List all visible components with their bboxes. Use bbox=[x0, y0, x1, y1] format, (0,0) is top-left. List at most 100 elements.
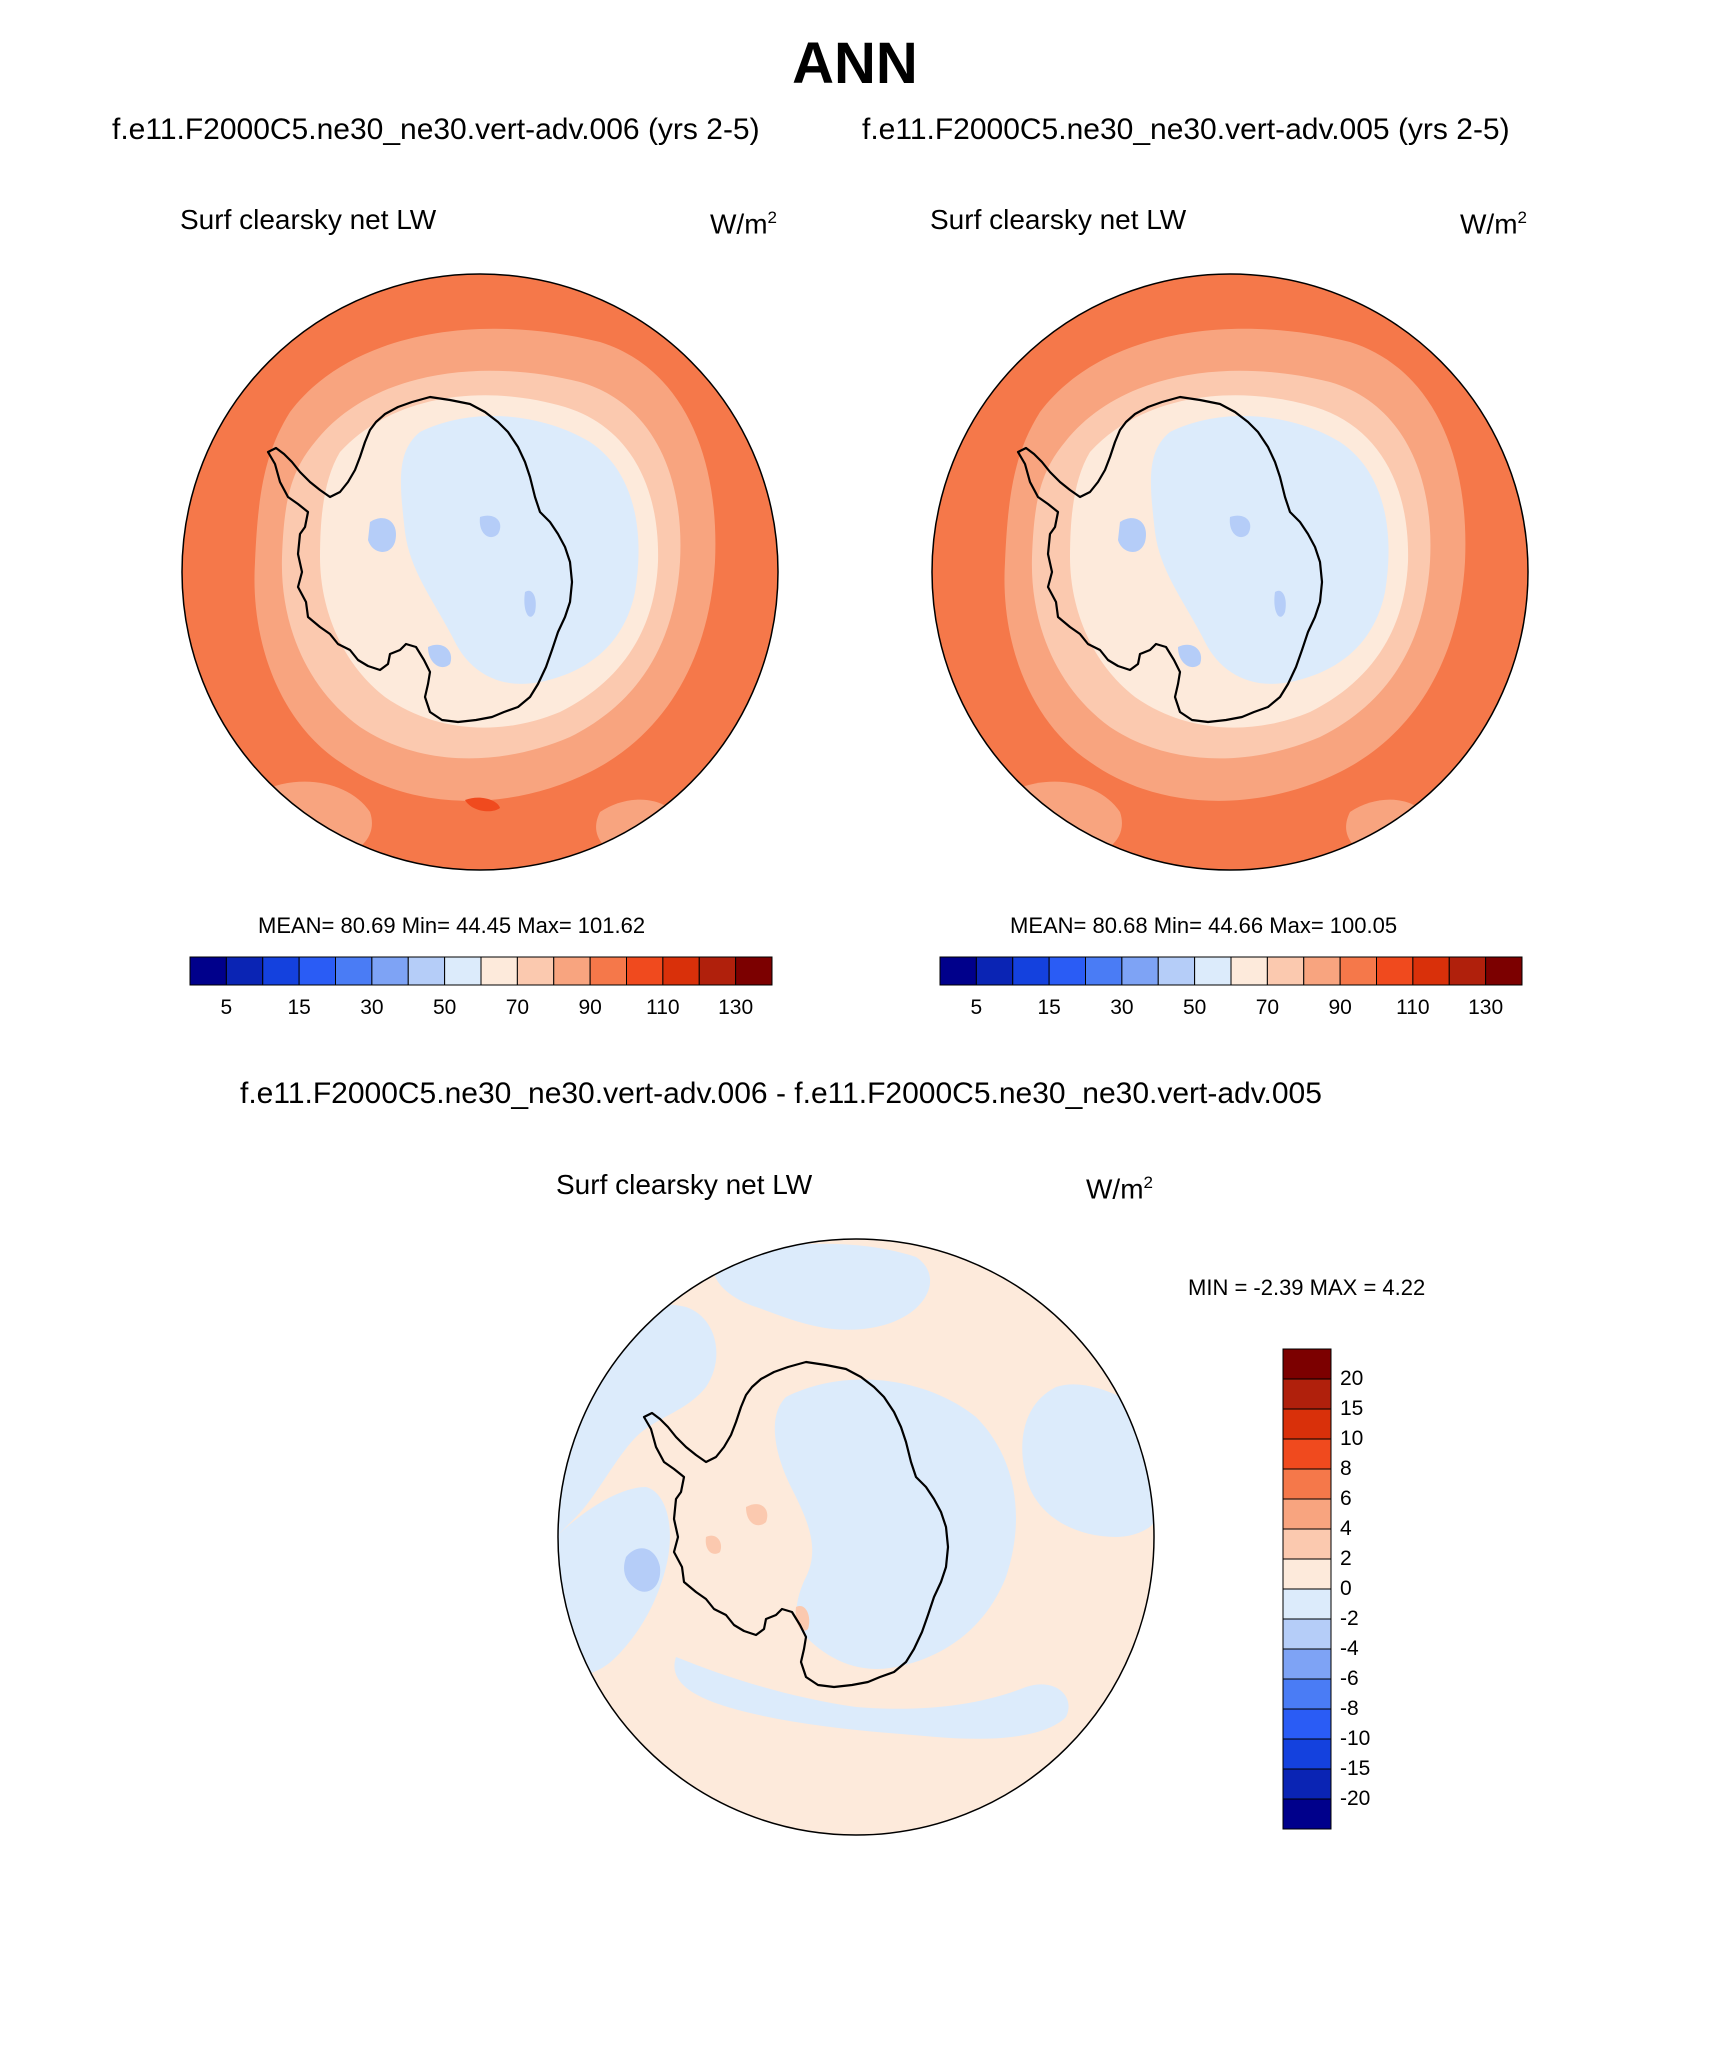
colorbar-swatch bbox=[939, 956, 977, 986]
colorbar-tick-label: 50 bbox=[1182, 996, 1207, 1019]
colorbar-swatch bbox=[1282, 1798, 1332, 1830]
low-50-patch-4 bbox=[428, 644, 452, 668]
colorbar-swatch bbox=[516, 956, 555, 986]
colorbar-tick-label: 8 bbox=[1340, 1457, 1352, 1480]
low-50-patch-3 bbox=[1274, 590, 1286, 617]
colorbar-tick-label: -8 bbox=[1340, 1697, 1359, 1720]
interior-60-contour bbox=[400, 415, 639, 684]
interior-60-contour bbox=[1150, 415, 1389, 684]
colorbar-swatch bbox=[1282, 1588, 1332, 1620]
colorbar-swatch bbox=[407, 956, 446, 986]
colorbar-swatch bbox=[1282, 1498, 1332, 1530]
colorbar-tick-label: -4 bbox=[1340, 1637, 1359, 1660]
colorbar-swatch bbox=[1266, 956, 1305, 986]
antarctica-coastline bbox=[266, 395, 574, 724]
difference-polar-map bbox=[557, 1238, 1155, 1836]
negative-region-north bbox=[713, 1243, 931, 1330]
colorbar-swatch bbox=[189, 956, 227, 986]
colorbar-swatch bbox=[1282, 1678, 1332, 1710]
low-50-patch-2 bbox=[1229, 515, 1251, 538]
colorbar-swatch bbox=[1282, 1558, 1332, 1590]
colorbar-tick-label: 30 bbox=[360, 996, 384, 1019]
colorbar-swatch bbox=[298, 956, 336, 986]
diff-colorbar-labels: 20 15 10 8 6 4 2 0 -2 -4 -6 -8 -10 -15 -20 bbox=[1340, 1349, 1420, 1829]
colorbar-tick-label: 15 bbox=[287, 996, 311, 1019]
colorbar-swatch bbox=[1282, 1738, 1332, 1770]
left-units-label: W/m2 bbox=[710, 208, 777, 240]
left-colorbar-labels: 5 15 30 50 70 90 110 130 bbox=[190, 996, 772, 1026]
low-50-patch-4 bbox=[1178, 644, 1202, 668]
colorbar-swatch bbox=[335, 956, 373, 986]
colorbar-tick-label: 15 bbox=[1340, 1397, 1364, 1420]
colorbar-swatch bbox=[1282, 1618, 1332, 1650]
left-case-title: f.e11.F2000C5.ne30_ne30.vert-adv.006 (yr… bbox=[112, 113, 760, 146]
diff-stats: MIN = -2.39 MAX = 4.22 bbox=[1188, 1275, 1426, 1300]
colorbar-tick-label: 110 bbox=[1396, 996, 1430, 1019]
colorbar-swatch bbox=[1012, 956, 1050, 986]
diff-colorbar bbox=[1282, 1348, 1332, 1830]
colorbar-tick-label: 0 bbox=[1340, 1577, 1352, 1600]
colorbar-tick-label: -10 bbox=[1340, 1727, 1371, 1750]
left-polar-map bbox=[181, 273, 779, 871]
colorbar-tick-label: 130 bbox=[1468, 996, 1504, 1019]
right-stats: MEAN= 80.68 Min= 44.66 Max= 100.05 bbox=[1010, 913, 1398, 938]
right-polar-map bbox=[931, 273, 1529, 871]
right-units-label: W/m2 bbox=[1460, 208, 1527, 240]
colorbar-swatch bbox=[553, 956, 591, 986]
colorbar-swatch bbox=[1048, 956, 1086, 986]
colorbar-swatch bbox=[735, 956, 773, 986]
colorbar-tick-label: 130 bbox=[718, 996, 754, 1019]
colorbar-swatch bbox=[1376, 956, 1414, 986]
negative-region-east bbox=[1022, 1384, 1154, 1537]
map-border bbox=[181, 273, 779, 871]
colorbar-tick-label: 90 bbox=[578, 996, 602, 1019]
colorbar-swatch bbox=[1485, 956, 1523, 986]
hot-110-patch bbox=[465, 797, 500, 812]
left-colorbar bbox=[189, 956, 773, 986]
left-variable-label: Surf clearsky net LW bbox=[180, 204, 437, 235]
colorbar-swatch bbox=[1282, 1528, 1332, 1560]
colorbar-tick-label: 5 bbox=[970, 996, 983, 1019]
colorbar-swatch bbox=[1282, 1378, 1332, 1410]
colorbar-swatch bbox=[444, 956, 482, 986]
colorbar-swatch bbox=[1448, 956, 1487, 986]
colorbar-swatch bbox=[698, 956, 737, 986]
colorbar-tick-label: 30 bbox=[1110, 996, 1134, 1019]
colorbar-swatch bbox=[480, 956, 518, 986]
colorbar-tick-label: -2 bbox=[1340, 1607, 1359, 1630]
colorbar-swatch bbox=[1230, 956, 1268, 986]
colorbar-swatch bbox=[1282, 1438, 1332, 1470]
right-variable-label: Surf clearsky net LW bbox=[930, 204, 1187, 235]
low-50-patch-1 bbox=[368, 518, 396, 552]
pos-4-patch-1 bbox=[746, 1504, 768, 1526]
colorbar-swatch bbox=[1282, 1768, 1332, 1800]
colorbar-swatch bbox=[1157, 956, 1196, 986]
low-50-patch-2 bbox=[479, 515, 501, 538]
colorbar-tick-label: 2 bbox=[1340, 1547, 1352, 1570]
colorbar-swatch bbox=[1282, 1348, 1332, 1380]
colorbar-swatch bbox=[1121, 956, 1159, 986]
colorbar-tick-label: 110 bbox=[646, 996, 680, 1019]
negative-region-interior bbox=[774, 1379, 1016, 1669]
colorbar-swatch bbox=[1412, 956, 1450, 986]
neg-2-patch bbox=[624, 1548, 661, 1592]
pos-4-patch-2 bbox=[705, 1535, 722, 1554]
colorbar-swatch bbox=[589, 956, 627, 986]
difference-title: f.e11.F2000C5.ne30_ne30.vert-adv.006 - f… bbox=[240, 1077, 1322, 1110]
antarctica-coastline bbox=[642, 1360, 950, 1689]
right-colorbar-labels: 5 15 30 50 70 90 110 130 bbox=[940, 996, 1522, 1026]
antarctica-coastline bbox=[1016, 395, 1324, 724]
right-case-title: f.e11.F2000C5.ne30_ne30.vert-adv.005 (yr… bbox=[862, 113, 1510, 146]
patch-90-southeast bbox=[596, 799, 681, 858]
low-50-patch-3 bbox=[524, 590, 536, 617]
colorbar-swatch bbox=[1303, 956, 1341, 986]
diff-variable-label: Surf clearsky net LW bbox=[556, 1169, 813, 1200]
colorbar-tick-label: 70 bbox=[1255, 996, 1280, 1019]
colorbar-swatch bbox=[1282, 1468, 1332, 1500]
colorbar-swatch bbox=[225, 956, 264, 986]
page-title: ANN bbox=[792, 31, 918, 96]
map-border bbox=[557, 1238, 1155, 1836]
colorbar-tick-label: 4 bbox=[1340, 1517, 1352, 1540]
colorbar-tick-label: 50 bbox=[432, 996, 457, 1019]
right-colorbar bbox=[939, 956, 1523, 986]
